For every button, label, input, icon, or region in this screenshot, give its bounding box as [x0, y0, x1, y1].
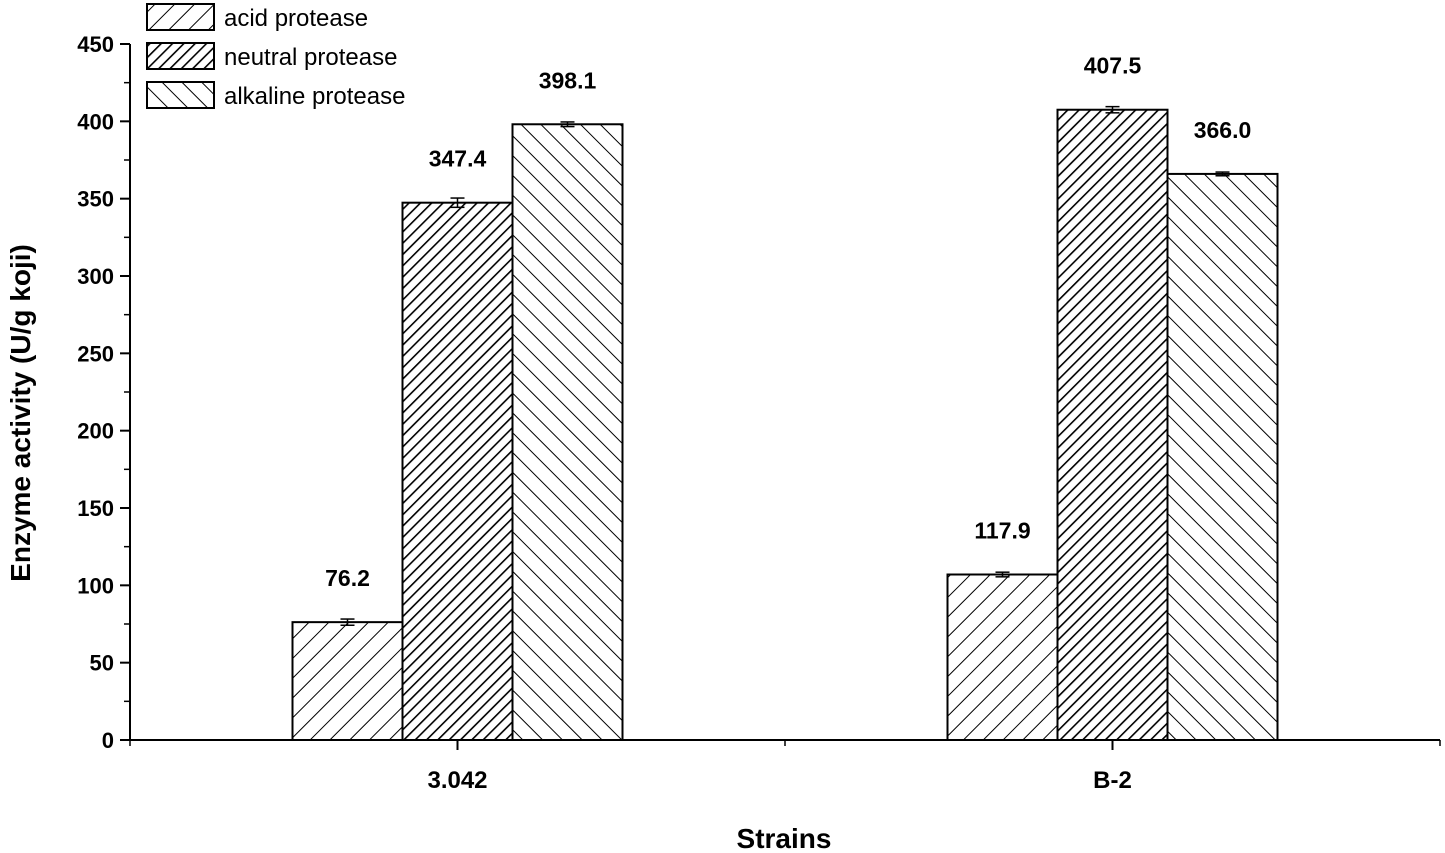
bar	[946, 573, 1059, 741]
y-axis: 0 50 100 150 200 250 300 350 400 450	[77, 32, 131, 753]
y-tick-label: 400	[77, 109, 114, 134]
bar	[401, 201, 514, 742]
data-labels: 76.2 117.9 347.4 407.5 398.1 366.0	[325, 53, 1251, 591]
data-label: 117.9	[974, 518, 1030, 544]
legend: acid protease neutral protease alkaline pr…	[146, 3, 405, 110]
y-tick-label: 150	[77, 496, 114, 521]
x-category-label: B-2	[1093, 767, 1132, 794]
data-label: 366.0	[1194, 117, 1252, 143]
legend-swatch	[146, 42, 215, 70]
x-axis: 3.042 B-2	[129, 739, 1441, 794]
y-tick-label: 300	[77, 264, 114, 289]
data-label: 407.5	[1084, 53, 1142, 79]
bars	[291, 105, 1279, 742]
bar	[291, 621, 404, 741]
x-axis-title: Strains	[737, 823, 832, 853]
y-tick-label: 50	[90, 651, 114, 676]
legend-label: alkaline protease	[224, 83, 405, 110]
bar	[1056, 108, 1169, 741]
data-label: 76.2	[325, 565, 370, 591]
y-axis-title: Enzyme activity (U/g koji)	[5, 244, 36, 582]
legend-swatch	[146, 81, 215, 109]
data-label: 398.1	[539, 67, 597, 93]
legend-label: neutral protease	[224, 44, 397, 71]
y-tick-label: 250	[77, 341, 114, 366]
y-tick-label: 100	[77, 573, 114, 598]
y-tick-label: 350	[77, 187, 114, 212]
legend-swatch	[146, 3, 215, 31]
y-tick-label: 200	[77, 419, 114, 444]
legend-label: acid protease	[224, 5, 368, 32]
bar	[1166, 172, 1279, 742]
bar	[511, 123, 624, 742]
data-label: 347.4	[429, 146, 487, 172]
y-tick-label: 450	[77, 32, 114, 57]
x-category-label: 3.042	[427, 767, 487, 794]
y-tick-label: 0	[102, 728, 114, 753]
